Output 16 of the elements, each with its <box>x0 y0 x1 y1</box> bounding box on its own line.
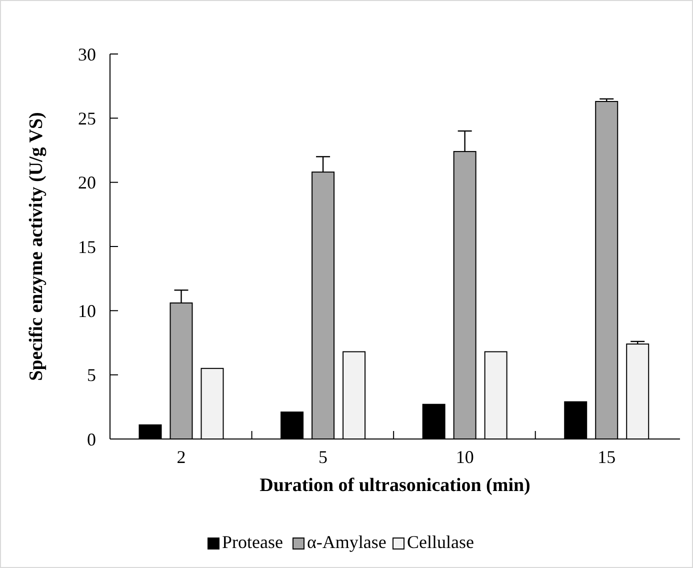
y-tick-label: 5 <box>87 365 96 386</box>
y-tick-label: 15 <box>78 236 96 257</box>
x-axis-title: Duration of ultrasonication (min) <box>260 475 530 496</box>
y-axis-title: Specific enzyme activity (U/g VS) <box>26 112 47 381</box>
y-tick-label: 20 <box>78 172 96 193</box>
legend-label: α-Amylase <box>307 532 386 552</box>
x-tick-label: 15 <box>598 447 616 467</box>
y-tick-label: 10 <box>78 300 96 321</box>
legend-label: Protease <box>222 532 283 552</box>
x-tick-label: 2 <box>176 447 186 467</box>
x-tick-label: 5 <box>318 447 328 467</box>
y-tick-label: 30 <box>78 44 96 64</box>
legend-label: Cellulase <box>407 532 474 552</box>
x-tick-label: 10 <box>456 447 474 467</box>
y-tick-label: 25 <box>78 108 96 128</box>
y-tick-label: 0 <box>87 429 96 450</box>
